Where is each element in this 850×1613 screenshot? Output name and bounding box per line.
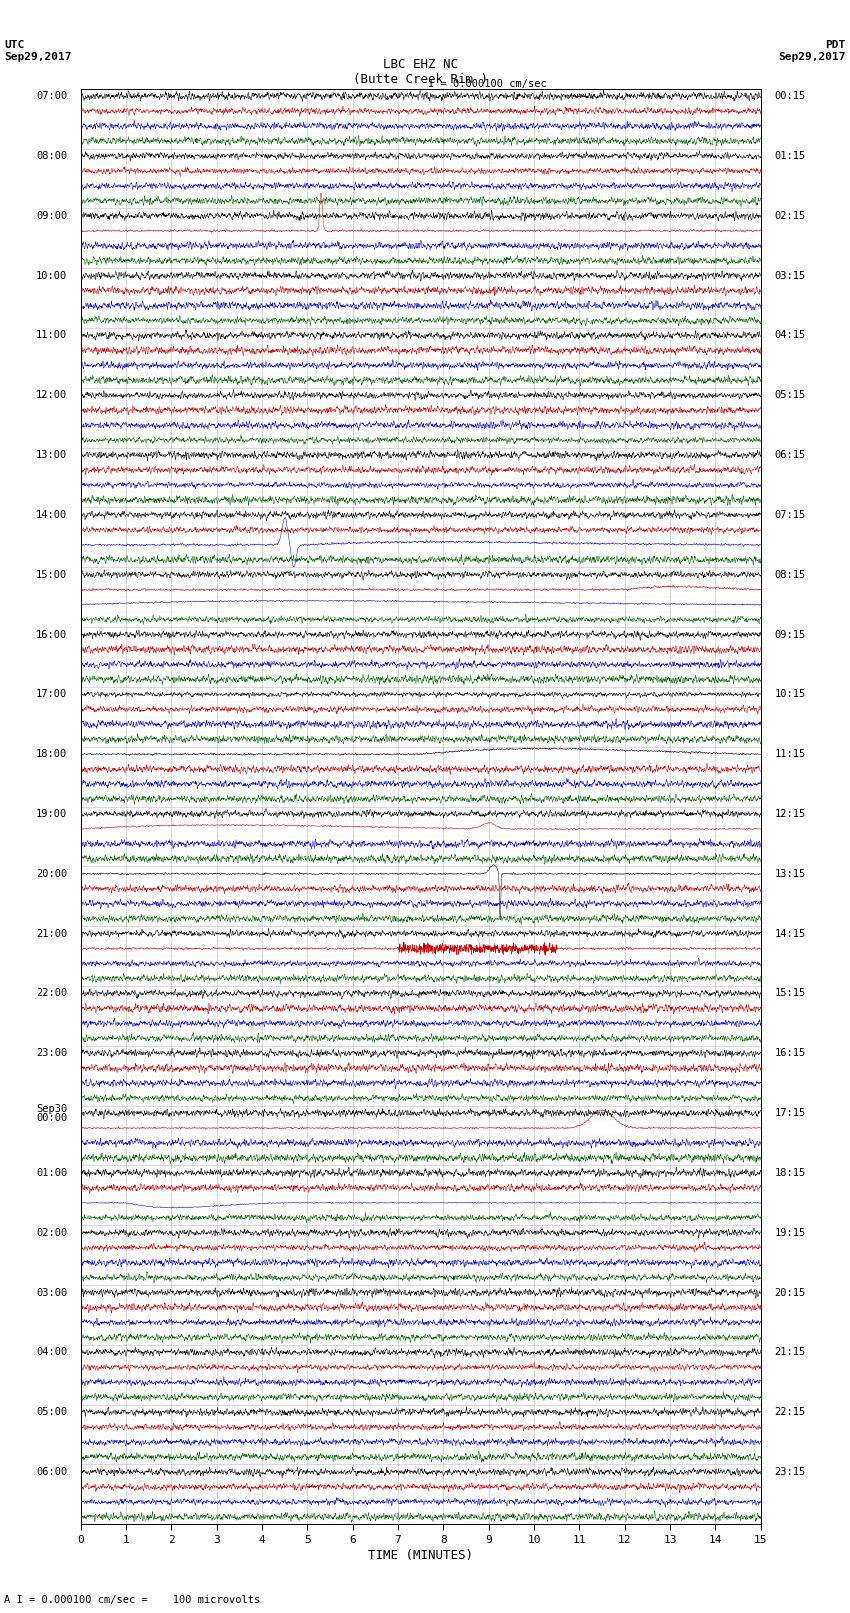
Text: 16:00: 16:00 [36,629,67,639]
Text: 14:00: 14:00 [36,510,67,519]
Text: 03:15: 03:15 [774,271,806,281]
Text: 14:15: 14:15 [774,929,806,939]
Title: LBC EHZ NC
(Butte Creek Rim ): LBC EHZ NC (Butte Creek Rim ) [354,58,488,85]
Text: Sep29,2017: Sep29,2017 [779,52,846,61]
Text: 04:15: 04:15 [774,331,806,340]
Text: 01:15: 01:15 [774,152,806,161]
Text: 18:15: 18:15 [774,1168,806,1177]
Text: 06:00: 06:00 [36,1466,67,1478]
Text: 19:00: 19:00 [36,810,67,819]
Text: I = 0.000100 cm/sec: I = 0.000100 cm/sec [428,79,547,89]
Text: Sep30: Sep30 [36,1103,67,1113]
Text: 04:00: 04:00 [36,1347,67,1357]
Text: 09:00: 09:00 [36,211,67,221]
Text: 07:00: 07:00 [36,92,67,102]
Text: 08:15: 08:15 [774,569,806,579]
Text: 20:15: 20:15 [774,1287,806,1297]
Text: 02:15: 02:15 [774,211,806,221]
Text: Sep29,2017: Sep29,2017 [4,52,71,61]
Text: 15:15: 15:15 [774,989,806,998]
Text: UTC: UTC [4,40,25,50]
Text: 18:00: 18:00 [36,748,67,760]
Text: 12:00: 12:00 [36,390,67,400]
Text: A I = 0.000100 cm/sec =    100 microvolts: A I = 0.000100 cm/sec = 100 microvolts [4,1595,260,1605]
Text: 20:00: 20:00 [36,869,67,879]
Text: 10:15: 10:15 [774,689,806,700]
Text: 19:15: 19:15 [774,1227,806,1237]
Text: 05:15: 05:15 [774,390,806,400]
Text: PDT: PDT [825,40,846,50]
Text: 16:15: 16:15 [774,1048,806,1058]
Text: 07:15: 07:15 [774,510,806,519]
X-axis label: TIME (MINUTES): TIME (MINUTES) [368,1548,473,1561]
Text: 22:15: 22:15 [774,1407,806,1418]
Text: 21:15: 21:15 [774,1347,806,1357]
Text: 15:00: 15:00 [36,569,67,579]
Text: 13:15: 13:15 [774,869,806,879]
Text: 22:00: 22:00 [36,989,67,998]
Text: 02:00: 02:00 [36,1227,67,1237]
Text: 01:00: 01:00 [36,1168,67,1177]
Text: 10:00: 10:00 [36,271,67,281]
Text: 09:15: 09:15 [774,629,806,639]
Text: 21:00: 21:00 [36,929,67,939]
Text: 06:15: 06:15 [774,450,806,460]
Text: 17:00: 17:00 [36,689,67,700]
Text: 05:00: 05:00 [36,1407,67,1418]
Text: 12:15: 12:15 [774,810,806,819]
Text: 00:15: 00:15 [774,92,806,102]
Text: 11:00: 11:00 [36,331,67,340]
Text: 00:00: 00:00 [36,1113,67,1123]
Text: 17:15: 17:15 [774,1108,806,1118]
Text: 03:00: 03:00 [36,1287,67,1297]
Text: 08:00: 08:00 [36,152,67,161]
Text: 23:00: 23:00 [36,1048,67,1058]
Text: 11:15: 11:15 [774,748,806,760]
Text: 13:00: 13:00 [36,450,67,460]
Text: 23:15: 23:15 [774,1466,806,1478]
